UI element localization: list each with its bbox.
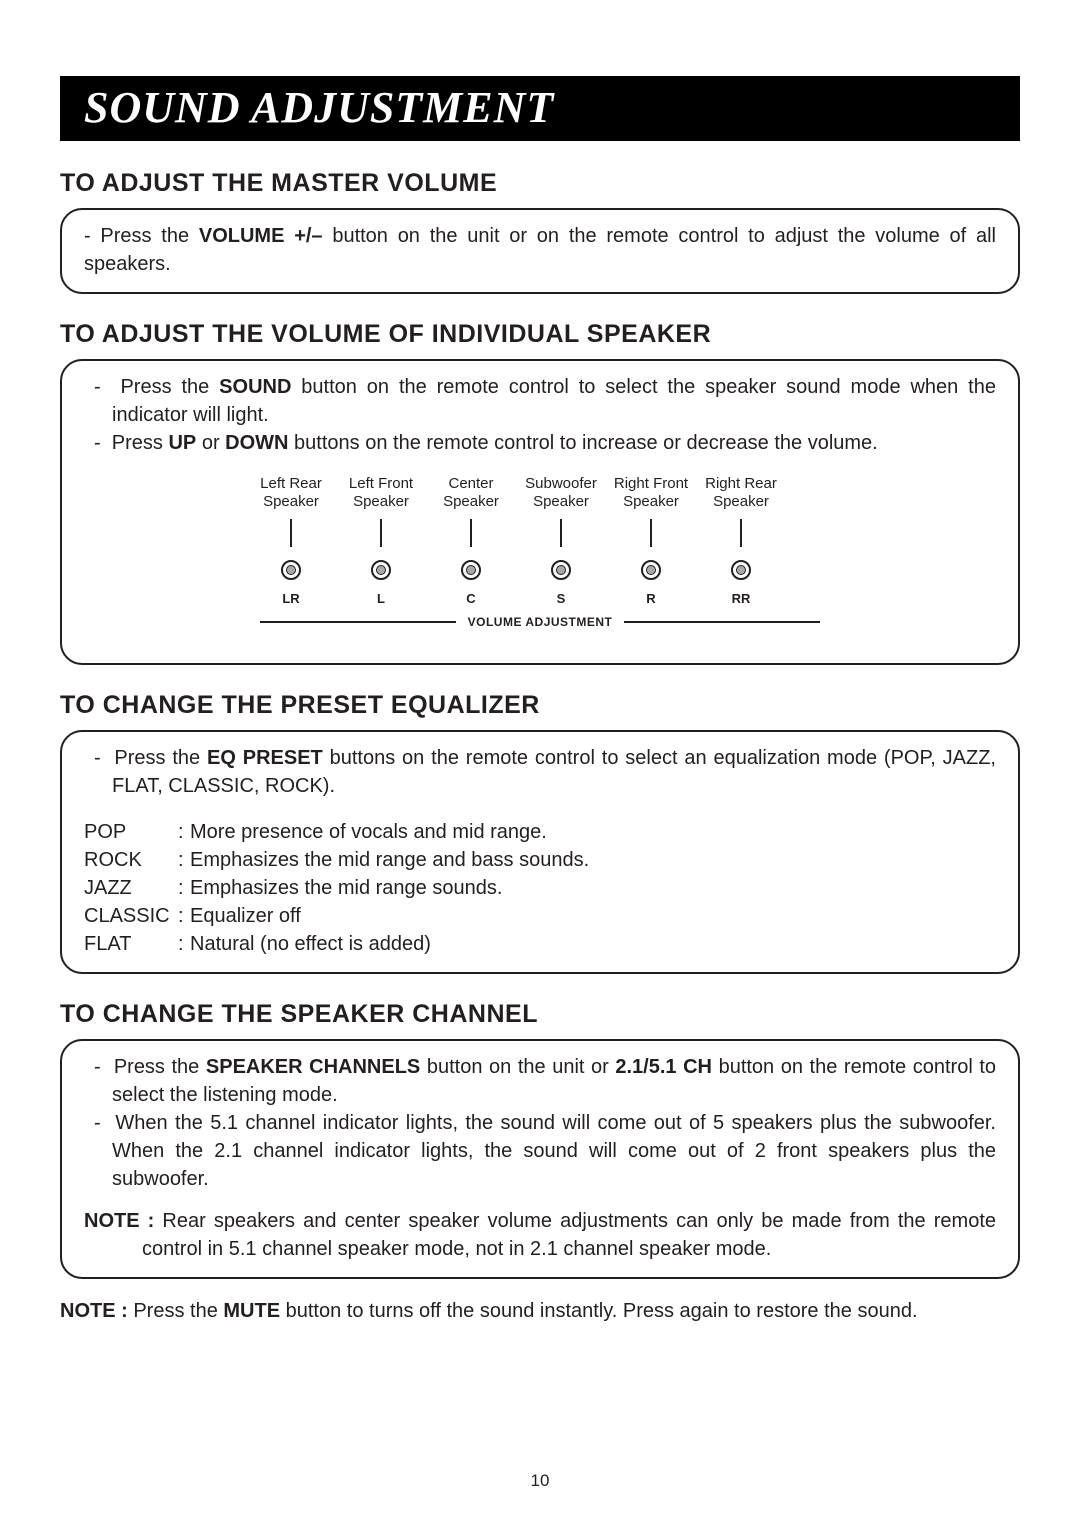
title-bar: SOUND ADJUSTMENT <box>60 76 1020 141</box>
text: button on the unit or <box>420 1056 615 1078</box>
knob-icon <box>640 559 662 581</box>
knob-icon <box>550 559 572 581</box>
heading-speaker-channel: TO CHANGE THE SPEAKER CHANNEL <box>60 1000 1020 1029</box>
eq-mode-row: JAZZ: Emphasizes the mid range sounds. <box>84 874 996 902</box>
bold-eq-preset: EQ PRESET <box>207 747 323 769</box>
colon: : <box>178 874 190 902</box>
box-speaker-channel: - Press the SPEAKER CHANNELS button on t… <box>60 1039 1020 1279</box>
tick-line <box>740 519 742 547</box>
heading-individual-speaker: TO ADJUST THE VOLUME OF INDIVIDUAL SPEAK… <box>60 320 1020 349</box>
footer-note: NOTE : Press the MUTE button to turns of… <box>60 1297 1020 1325</box>
volume-adjustment-diagram: VOLUME ADJUSTMENT Left RearSpeakerLRLeft… <box>260 475 820 643</box>
bold-speaker-channels: SPEAKER CHANNELS <box>206 1056 420 1078</box>
bold-down: DOWN <box>225 432 288 454</box>
text: When the 5.1 channel indicator lights, t… <box>112 1112 996 1190</box>
box-equalizer: - Press the EQ PRESET buttons on the rem… <box>60 730 1020 974</box>
text: Rear speakers and center speaker volume … <box>142 1210 996 1260</box>
speaker-label: Left RearSpeaker <box>246 475 336 511</box>
text: - Press the <box>84 225 199 247</box>
speaker-code: R <box>631 591 671 606</box>
bullet-line: - When the 5.1 channel indicator lights,… <box>84 1109 996 1193</box>
speaker-code: LR <box>271 591 311 606</box>
colon: : <box>178 902 190 930</box>
text: Press the <box>120 376 219 398</box>
knob-icon <box>460 559 482 581</box>
heading-master-volume: TO ADJUST THE MASTER VOLUME <box>60 169 1020 198</box>
speaker-label: CenterSpeaker <box>426 475 516 511</box>
manual-page: SOUND ADJUSTMENT TO ADJUST THE MASTER VO… <box>0 0 1080 1529</box>
speaker-code: L <box>361 591 401 606</box>
bold-up: UP <box>168 432 196 454</box>
bullet-line: - Press the SPEAKER CHANNELS button on t… <box>84 1053 996 1109</box>
bold-mute: MUTE <box>223 1300 280 1322</box>
colon: : <box>178 818 190 846</box>
text: Press <box>112 432 169 454</box>
diagram-label: VOLUME ADJUSTMENT <box>456 615 625 629</box>
eq-mode-row: POP: More presence of vocals and mid ran… <box>84 818 996 846</box>
eq-mode-desc: Natural (no effect is added) <box>190 930 431 958</box>
page-number: 10 <box>0 1471 1080 1491</box>
eq-mode-row: CLASSIC: Equalizer off <box>84 902 996 930</box>
tick-line <box>560 519 562 547</box>
text: button to turns off the sound instantly.… <box>280 1300 917 1322</box>
eq-mode-name: ROCK <box>84 846 178 874</box>
text-master-volume: - Press the VOLUME +/– button on the uni… <box>84 222 996 278</box>
note-line: NOTE : Rear speakers and center speaker … <box>84 1207 996 1263</box>
eq-mode-desc: Equalizer off <box>190 902 301 930</box>
eq-mode-row: FLAT: Natural (no effect is added) <box>84 930 996 958</box>
text: Press the <box>114 747 207 769</box>
speaker-code: S <box>541 591 581 606</box>
box-master-volume: - Press the VOLUME +/– button on the uni… <box>60 208 1020 294</box>
colon: : <box>178 930 190 958</box>
speaker-code: C <box>451 591 491 606</box>
tick-line <box>290 519 292 547</box>
bold-ch-button: 2.1/5.1 CH <box>615 1056 712 1078</box>
tick-line <box>470 519 472 547</box>
eq-mode-desc: More presence of vocals and mid range. <box>190 818 547 846</box>
eq-mode-desc: Emphasizes the mid range and bass sounds… <box>190 846 589 874</box>
tick-line <box>380 519 382 547</box>
knob-icon <box>280 559 302 581</box>
text: or <box>196 432 225 454</box>
eq-mode-name: FLAT <box>84 930 178 958</box>
speaker-label: SubwooferSpeaker <box>516 475 606 511</box>
bullet-line: - Press the EQ PRESET buttons on the rem… <box>84 744 996 800</box>
eq-mode-name: JAZZ <box>84 874 178 902</box>
bold-volume: VOLUME +/– <box>199 225 323 247</box>
box-individual-speaker: - Press the SOUND button on the remote c… <box>60 359 1020 665</box>
page-title: SOUND ADJUSTMENT <box>84 82 996 133</box>
text: Press the <box>114 1056 206 1078</box>
speaker-label: Right RearSpeaker <box>696 475 786 511</box>
eq-mode-name: CLASSIC <box>84 902 178 930</box>
knob-icon <box>370 559 392 581</box>
bold-sound: SOUND <box>219 376 291 398</box>
text: buttons on the remote control to increas… <box>289 432 878 454</box>
note-label: NOTE : <box>60 1300 128 1322</box>
text: Press the <box>128 1300 224 1322</box>
knob-icon <box>730 559 752 581</box>
heading-equalizer: TO CHANGE THE PRESET EQUALIZER <box>60 691 1020 720</box>
diagram-footer-row: VOLUME ADJUSTMENT <box>260 615 820 629</box>
speaker-code: RR <box>721 591 761 606</box>
speaker-label: Left FrontSpeaker <box>336 475 426 511</box>
speaker-label: Right FrontSpeaker <box>606 475 696 511</box>
colon: : <box>178 846 190 874</box>
eq-mode-desc: Emphasizes the mid range sounds. <box>190 874 502 902</box>
bullet-line: - Press UP or DOWN buttons on the remote… <box>84 429 996 457</box>
bullet-line: - Press the SOUND button on the remote c… <box>84 373 996 429</box>
diagram-rule-right <box>624 621 820 623</box>
eq-mode-row: ROCK: Emphasizes the mid range and bass … <box>84 846 996 874</box>
tick-line <box>650 519 652 547</box>
diagram-rule-left <box>260 621 456 623</box>
eq-modes-table: POP: More presence of vocals and mid ran… <box>84 818 996 958</box>
note-label: NOTE : <box>84 1210 154 1232</box>
eq-mode-name: POP <box>84 818 178 846</box>
